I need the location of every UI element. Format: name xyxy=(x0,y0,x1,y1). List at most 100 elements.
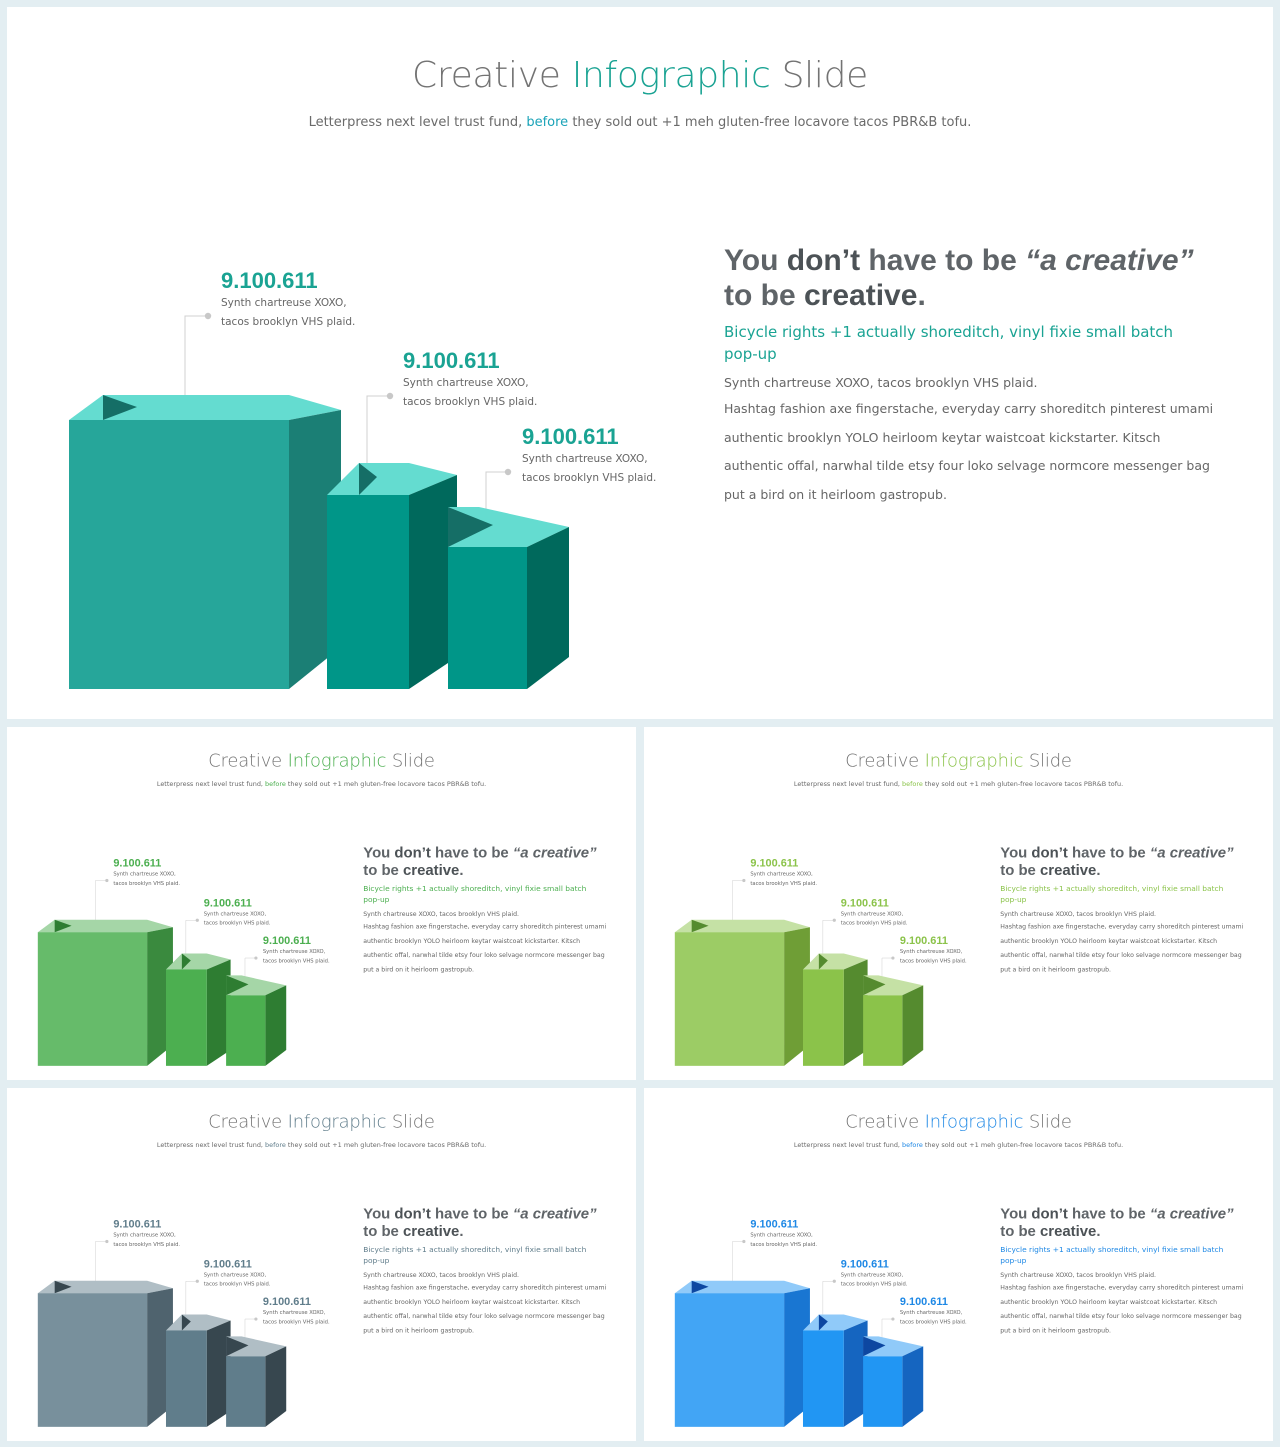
block-large xyxy=(674,1280,810,1427)
headline-bold-1: don’t xyxy=(786,244,861,277)
block-medium xyxy=(327,463,457,689)
stepped-3d-bars-graphic xyxy=(37,878,287,1066)
stat-1-value: 9.100.611 xyxy=(113,1217,162,1231)
slide-subtitle: Letterpress next level trust fund, befor… xyxy=(7,781,636,788)
text-block: You don’t have to be “a creative” to be … xyxy=(363,844,621,976)
title-accent-text: Infographic xyxy=(924,750,1024,772)
subtitle-accent-text: before xyxy=(902,1141,923,1150)
stat-2-desc-line-1: Synth chartreuse XOXO, xyxy=(203,911,267,917)
block-small-notch xyxy=(226,975,249,996)
block-large-notch xyxy=(103,395,137,420)
body-paragraph: Hashtag fashion axe fingerstache, everyd… xyxy=(1000,920,1258,977)
body-line-3: authentic offal, narwhal tilde etsy four… xyxy=(363,951,605,959)
stat-3-value: 9.100.611 xyxy=(522,424,619,449)
headline-period: . xyxy=(1096,1223,1101,1240)
body-line-1: Hashtag fashion axe fingerstache, everyd… xyxy=(724,401,1214,416)
block-medium xyxy=(165,953,231,1066)
headline: You don’t have to be “a creative” to be … xyxy=(1000,844,1258,879)
slide-title: Creative Infographic Slide xyxy=(7,1112,636,1132)
headline-subtitle: Bicycle rights +1 actually shoreditch, v… xyxy=(363,1244,621,1266)
block-medium xyxy=(802,1314,868,1427)
headline-part-1: You xyxy=(1000,844,1032,862)
body-paragraph: Hashtag fashion axe fingerstache, everyd… xyxy=(1000,1281,1258,1338)
title-text-start: Creative xyxy=(208,750,288,772)
headline-part-2: have to be xyxy=(430,1205,513,1223)
stat-2: 9.100.611 Synth chartreuse XOXO, tacos b… xyxy=(841,896,908,928)
block-small-front xyxy=(226,1356,266,1427)
stat-3-value: 9.100.611 xyxy=(899,1295,948,1308)
block-small-side xyxy=(902,985,924,1066)
block-small-front xyxy=(448,547,527,689)
stat-3-desc-line-2: tacos brooklyn VHS plaid. xyxy=(899,1319,967,1326)
body-line-4: put a bird on it heirloom gastropub. xyxy=(363,965,474,973)
stat-1-desc-line-2: tacos brooklyn VHS plaid. xyxy=(750,880,818,887)
headline-period: . xyxy=(917,279,926,312)
block-large-front xyxy=(69,420,289,689)
stat-3: 9.100.611 Synth chartreuse XOXO, tacos b… xyxy=(900,1295,967,1327)
block-small xyxy=(863,975,924,1066)
stat-1-value: 9.100.611 xyxy=(750,856,799,870)
leader-dot-2 xyxy=(832,1279,836,1283)
headline-part-2: have to be xyxy=(430,844,513,862)
leader-dot-1 xyxy=(742,878,746,883)
body-line-4: put a bird on it heirloom gastropub. xyxy=(1000,1326,1111,1334)
block-large-top xyxy=(674,919,810,933)
slide-title: Creative Infographic Slide xyxy=(7,751,636,771)
block-large-top xyxy=(37,1280,173,1294)
headline-part-3: to be xyxy=(363,1223,403,1240)
stat-2: 9.100.611 Synth chartreuse XOXO, tacos b… xyxy=(204,1257,271,1289)
headline-bold-1: don’t xyxy=(1031,1205,1068,1223)
leader-dot-2 xyxy=(195,918,199,922)
block-medium-notch xyxy=(818,953,828,970)
stat-1-desc-line-1: Synth chartreuse XOXO, xyxy=(113,1232,176,1239)
subtitle-accent-text: before xyxy=(265,780,286,789)
stat-2-description: Synth chartreuse XOXO, tacos brooklyn VH… xyxy=(204,910,271,929)
leader-dot-2 xyxy=(195,1279,199,1283)
leader-lines xyxy=(95,880,256,982)
leader-lines xyxy=(732,1241,893,1343)
stat-1: 9.100.611 Synth chartreuse XOXO, tacos b… xyxy=(113,1218,180,1250)
block-medium-side xyxy=(409,475,457,689)
headline-part-3: to be xyxy=(724,279,804,312)
headline-subtitle-line-1: Bicycle rights +1 actually shoreditch, v… xyxy=(724,323,1174,341)
block-small-top xyxy=(863,1336,924,1357)
stat-3: 9.100.611 Synth chartreuse XOXO, tacos b… xyxy=(263,934,330,966)
leader-dots xyxy=(105,878,258,960)
stat-2-desc-line-2: tacos brooklyn VHS plaid. xyxy=(203,920,271,927)
body-paragraph: Hashtag fashion axe fingerstache, everyd… xyxy=(363,920,621,977)
subtitle-text-end: they sold out +1 meh gluten-free locavor… xyxy=(568,115,972,130)
block-medium-side xyxy=(843,959,868,1066)
headline: You don’t have to be “a creative” to be … xyxy=(1000,1205,1258,1240)
lead-paragraph: Synth chartreuse XOXO, tacos brooklyn VH… xyxy=(1000,1270,1157,1279)
headline-part-3: to be xyxy=(363,862,403,879)
headline-period: . xyxy=(1096,862,1101,879)
block-small-side xyxy=(265,1346,287,1427)
headline-italic: “a creative” xyxy=(1025,244,1194,277)
subtitle-text-end: they sold out +1 meh gluten-free locavor… xyxy=(285,1141,487,1150)
stat-1-desc-line-2: tacos brooklyn VHS plaid. xyxy=(221,316,356,329)
leader-dot-3 xyxy=(254,956,258,960)
slide-subtitle: Letterpress next level trust fund, befor… xyxy=(644,781,1273,788)
headline-subtitle-line-2: pop-up xyxy=(724,345,777,363)
leader-dots xyxy=(742,878,895,960)
text-block: You don’t have to be “a creative” to be … xyxy=(1000,844,1258,976)
block-small xyxy=(226,975,287,1066)
headline-bold-2: creative xyxy=(1039,862,1097,879)
title-text-start: Creative xyxy=(412,55,572,96)
block-small-front xyxy=(226,995,266,1066)
block-medium-notch xyxy=(359,463,377,495)
title-text-end: Slide xyxy=(1023,750,1072,772)
headline-subtitle-line-1: Bicycle rights +1 actually shoreditch, v… xyxy=(1000,884,1224,893)
block-large-front xyxy=(674,932,785,1066)
headline-bold-2: creative xyxy=(402,862,460,879)
body-line-2: authentic brooklyn YOLO heirloom keytar … xyxy=(363,936,581,945)
block-medium-front xyxy=(165,1330,207,1427)
stat-3-desc-line-2: tacos brooklyn VHS plaid. xyxy=(262,1319,330,1326)
body-line-2: authentic brooklyn YOLO heirloom keytar … xyxy=(1000,1297,1218,1306)
headline-part-2: have to be xyxy=(1067,1205,1150,1223)
block-small-front xyxy=(863,1356,903,1427)
text-block: You don’t have to be “a creative” to be … xyxy=(724,243,1244,509)
headline-subtitle: Bicycle rights +1 actually shoreditch, v… xyxy=(724,321,1244,365)
body-line-3: authentic offal, narwhal tilde etsy four… xyxy=(1000,1312,1242,1320)
body-line-4: put a bird on it heirloom gastropub. xyxy=(724,486,947,502)
